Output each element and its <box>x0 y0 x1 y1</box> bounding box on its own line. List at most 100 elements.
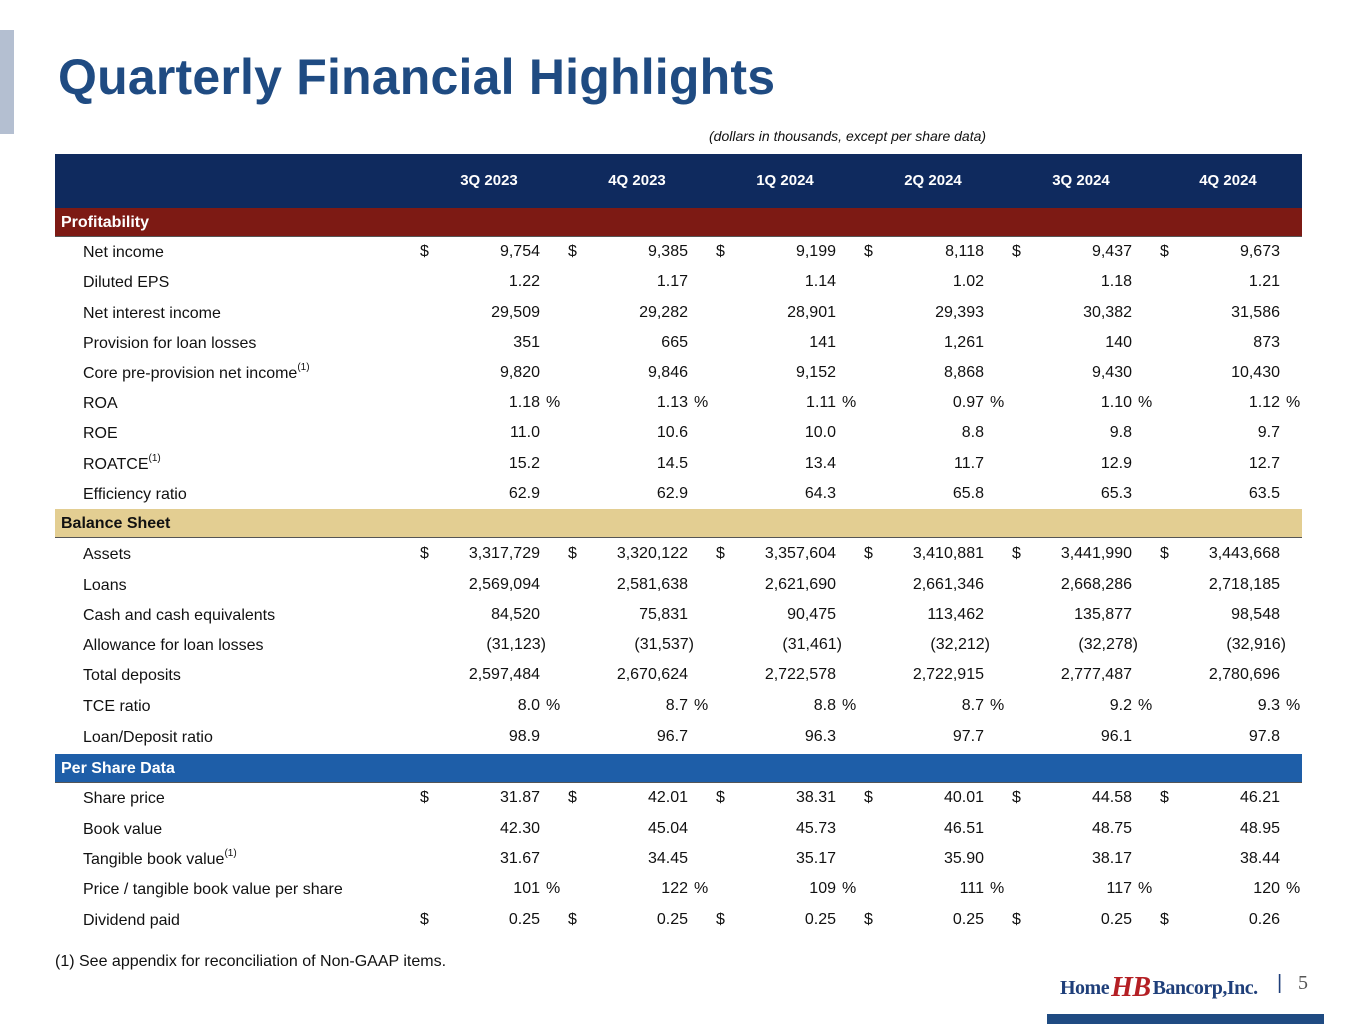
cell-value: 9.8 <box>1109 424 1132 441</box>
cell-value: 113,462 <box>927 606 984 623</box>
footnote-marker: (1) <box>148 453 161 464</box>
cell-value: 1.14 <box>804 273 836 290</box>
cell-value: 1.22 <box>508 273 540 290</box>
section-title: Profitability <box>61 214 150 231</box>
row-label-text: Loan/Deposit ratio <box>83 729 213 746</box>
cell-value: 65.3 <box>1100 485 1132 502</box>
cell-value: 9,430 <box>1091 364 1132 381</box>
row-label: ROA <box>83 395 118 413</box>
cell-value: 0.25 <box>952 911 984 928</box>
cell-value: 1.02 <box>952 273 984 290</box>
cell-value: 35.90 <box>943 850 984 867</box>
cell-value: 29,509 <box>491 304 540 321</box>
cell-value: 44.58 <box>1091 789 1132 806</box>
cell-value: 2,722,915 <box>912 666 984 683</box>
section-divider <box>55 236 1302 237</box>
row-label-text: TCE ratio <box>83 698 151 715</box>
cell-value: 63.5 <box>1248 485 1280 502</box>
cell-value: 1,261 <box>943 334 984 351</box>
row-label: Share price <box>83 790 165 808</box>
cell-value: 3,317,729 <box>468 545 540 562</box>
cell-value: 12.7 <box>1248 455 1280 472</box>
currency-symbol: $ <box>420 243 429 260</box>
cell-value: 2,581,638 <box>616 576 688 593</box>
currency-symbol: $ <box>568 789 577 806</box>
cell-value: (32,916) <box>1226 636 1286 653</box>
row-label-text: Book value <box>83 821 163 838</box>
row-label-text: ROATCE <box>83 456 149 473</box>
currency-symbol: $ <box>716 789 725 806</box>
cell-value: 84,520 <box>491 606 540 623</box>
cell-value: 30,382 <box>1083 304 1132 321</box>
cell-value: 101 <box>513 880 540 897</box>
currency-symbol: $ <box>864 911 873 928</box>
cell-value: 351 <box>513 334 540 351</box>
percent-symbol: % <box>990 697 1005 714</box>
cell-value: 665 <box>661 334 688 351</box>
percent-symbol: % <box>546 394 561 411</box>
cell-value: 34.45 <box>647 850 688 867</box>
currency-symbol: $ <box>864 243 873 260</box>
column-header: 2Q 2024 <box>904 172 962 189</box>
cell-value: 9.2 <box>1109 697 1132 714</box>
table-row: Price / tangible book value per share 101… <box>0 875 1365 905</box>
currency-symbol: $ <box>1160 545 1169 562</box>
cell-value: 42.30 <box>499 820 540 837</box>
cell-value: 45.04 <box>647 820 688 837</box>
cell-value: 1.18 <box>1100 273 1132 290</box>
currency-symbol: $ <box>420 789 429 806</box>
percent-symbol: % <box>546 697 561 714</box>
table-row: Efficiency ratio 62.9 62.9 64.3 65.8 65.3 63.5 <box>0 480 1365 510</box>
row-label-text: Assets <box>83 546 132 563</box>
cell-value: 3,320,122 <box>616 545 688 562</box>
row-label: Cash and cash equivalents <box>83 607 275 625</box>
table-row: ROA 1.18% 1.13% 1.11% 0.97% 1.10% 1.12% <box>0 389 1365 419</box>
percent-symbol: % <box>1138 697 1153 714</box>
logo-text-right: Bancorp,Inc. <box>1152 976 1259 999</box>
column-header: 3Q 2023 <box>460 172 518 189</box>
cell-value: 8,118 <box>945 243 984 260</box>
units-note: (dollars in thousands, except per share … <box>709 128 987 144</box>
table-row: Net income $9,754 $9,385 $9,199 $8,118 $9,437… <box>0 238 1365 268</box>
row-label: Diluted EPS <box>83 274 169 292</box>
cell-value: 2,569,094 <box>468 576 540 593</box>
currency-symbol: $ <box>1012 789 1021 806</box>
row-label: Loans <box>83 577 127 595</box>
row-label-text: ROE <box>83 425 118 442</box>
table-row: Share price $31.87 $42.01 $38.31 $40.01 $44.5… <box>0 784 1365 814</box>
currency-symbol: $ <box>1160 789 1169 806</box>
cell-value: 65.8 <box>952 485 984 502</box>
cell-value: 8.7 <box>961 697 984 714</box>
currency-symbol: $ <box>420 911 429 928</box>
row-label: Provision for loan losses <box>83 335 256 353</box>
cell-value: 122 <box>661 880 688 897</box>
row-label-text: Price / tangible book value per share <box>83 881 343 898</box>
cell-value: 38.44 <box>1239 850 1280 867</box>
section-header: Per Share Data <box>55 754 1302 782</box>
row-label-text: Tangible book value <box>83 851 225 868</box>
percent-symbol: % <box>694 394 709 411</box>
currency-symbol: $ <box>1012 545 1021 562</box>
cell-value: 8.7 <box>665 697 688 714</box>
cell-value: 0.25 <box>508 911 540 928</box>
cell-value: 873 <box>1253 334 1280 351</box>
currency-symbol: $ <box>1160 911 1169 928</box>
cell-value: 3,443,668 <box>1208 545 1280 562</box>
cell-value: 3,441,990 <box>1060 545 1132 562</box>
cell-value: 9,437 <box>1091 243 1132 260</box>
footnote-marker: (1) <box>224 848 237 859</box>
section-header: Balance Sheet <box>55 509 1302 538</box>
column-header: 4Q 2024 <box>1199 172 1257 189</box>
company-logo: Home HB Bancorp,Inc. <box>1060 972 1258 1004</box>
section-title: Balance Sheet <box>61 515 171 532</box>
cell-value: 45.73 <box>795 820 836 837</box>
percent-symbol: % <box>842 697 857 714</box>
cell-value: 2,597,484 <box>468 666 540 683</box>
cell-value: 38.17 <box>1091 850 1132 867</box>
percent-symbol: % <box>1286 394 1301 411</box>
cell-value: 1.21 <box>1248 273 1280 290</box>
column-header: 4Q 2023 <box>608 172 666 189</box>
page-title: Quarterly Financial Highlights <box>58 49 776 105</box>
cell-value: 15.2 <box>508 455 540 472</box>
percent-symbol: % <box>1286 697 1301 714</box>
